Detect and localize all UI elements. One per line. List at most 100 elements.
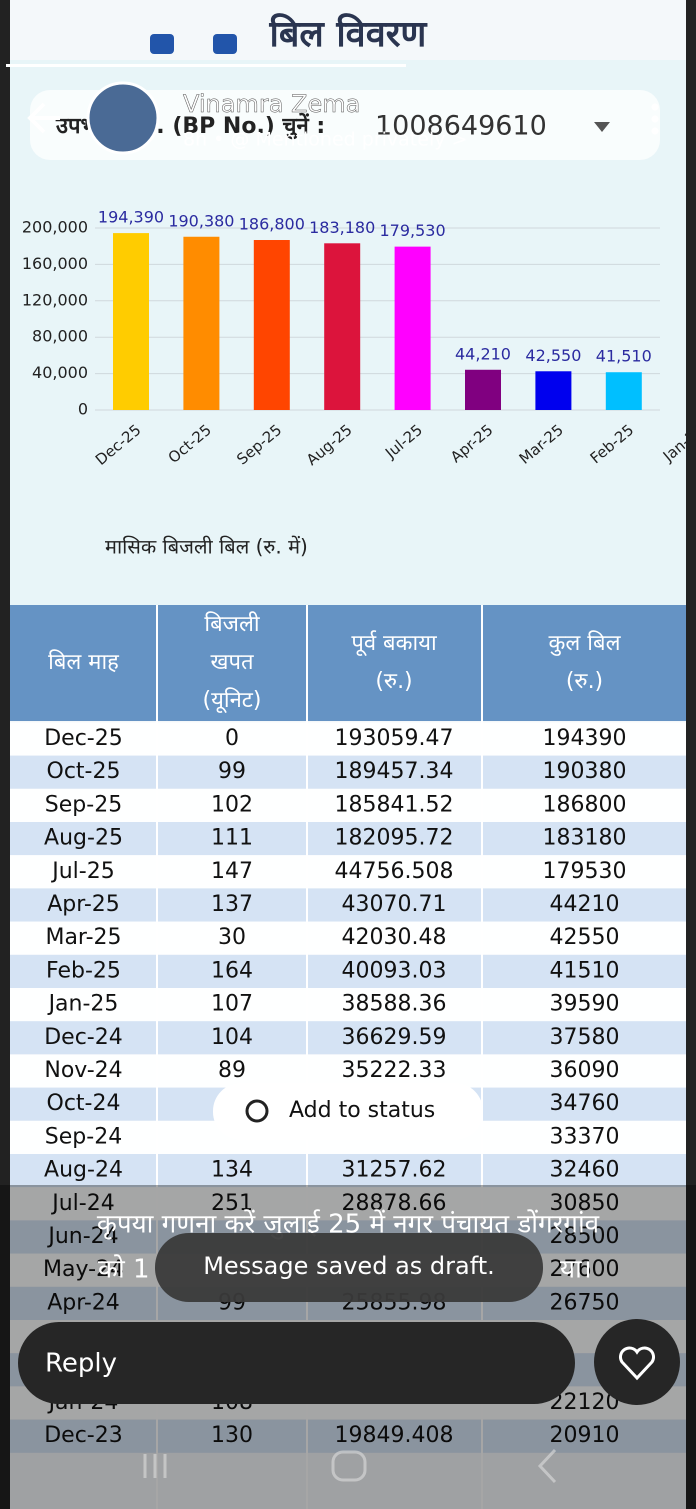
- add-status-label: Add to status: [289, 1098, 435, 1123]
- page-title: बिल विवरण: [269, 13, 429, 55]
- back-button[interactable]: [27, 102, 60, 134]
- table-cell: Aug-24: [44, 1158, 123, 1183]
- value-label: 44,210: [455, 344, 511, 363]
- table-cell: Jul-25: [50, 859, 114, 884]
- table-row: [10, 988, 686, 1022]
- bar: [535, 371, 572, 410]
- table-cell: 190380: [543, 759, 627, 784]
- table-row: [10, 1154, 686, 1188]
- table: बिल माह बिजली खपत (यूनिट) पूर्व बकाया (रु.) कु…: [10, 605, 686, 1509]
- icon: [150, 34, 174, 54]
- chart: 040,00080,000120,000160,000200,000Dec-25…: [22, 208, 696, 469]
- dropdown-arrow[interactable]: [594, 122, 610, 132]
- table-cell: 104: [211, 1025, 253, 1050]
- caption-end: या।: [560, 1255, 592, 1285]
- table-cell: 26750: [550, 1290, 620, 1315]
- table-row: [10, 954, 686, 988]
- table-cell: 30850: [550, 1191, 620, 1216]
- value-label: 179,530: [380, 221, 446, 240]
- table-cell: Aug-25: [44, 826, 123, 851]
- overlay: Add to status कृपया गणना करें जुलाई 25 म…: [18, 1083, 680, 1484]
- icon: [213, 34, 237, 54]
- avatar[interactable]: [86, 81, 160, 155]
- table-cell: Jul-24: [50, 1191, 114, 1216]
- table-cell: 179530: [543, 859, 627, 884]
- table-cell: 28500: [550, 1224, 620, 1249]
- table-row: [10, 1054, 686, 1088]
- table-cell: 102: [211, 792, 253, 817]
- table-row: [10, 722, 686, 756]
- header-cell: (रु.): [566, 669, 603, 694]
- like-button[interactable]: [594, 1319, 680, 1405]
- table-cell: 189457.34: [335, 759, 454, 784]
- table-cell: 193059.47: [335, 726, 454, 751]
- reply-bar[interactable]: [18, 1322, 575, 1404]
- table-row: [10, 1187, 686, 1221]
- menu-dot[interactable]: [651, 127, 659, 135]
- header-cell: खपत: [210, 650, 253, 675]
- table-cell: 36090: [550, 1058, 620, 1083]
- table-row: [10, 855, 686, 889]
- table-cell: 182095.72: [335, 826, 454, 851]
- bar: [113, 233, 149, 410]
- menu-dot[interactable]: [651, 103, 659, 111]
- header-cell: बिजली: [204, 611, 260, 637]
- value-label: 190,380: [168, 211, 234, 230]
- table-cell: 41510: [550, 958, 620, 983]
- table-row: [10, 755, 686, 789]
- table-cell: Dec-23: [44, 1423, 123, 1448]
- table-cell: 39590: [550, 992, 620, 1017]
- table-cell: Sep-25: [45, 792, 122, 817]
- value-label: 41,510: [596, 347, 652, 366]
- y-tick-label: 80,000: [32, 327, 88, 346]
- y-tick-label: 0: [78, 400, 88, 419]
- header-cell: (यूनिट): [203, 687, 262, 714]
- table-cell: 35222.33: [342, 1058, 447, 1083]
- table-cell: 28878.66: [342, 1191, 447, 1216]
- reply-label: Reply: [45, 1349, 117, 1379]
- table-cell: 99: [218, 759, 246, 784]
- table-cell: 137: [211, 892, 253, 917]
- header-cell: कुल बिल: [549, 630, 622, 656]
- header-cell: पूर्व बकाया: [351, 630, 437, 657]
- header-cell: बिल माह: [48, 649, 119, 675]
- toast: [155, 1233, 543, 1302]
- table-row: [10, 921, 686, 955]
- table-row: [10, 1419, 686, 1453]
- home-button[interactable]: [331, 1450, 367, 1482]
- table-cell: Oct-24: [47, 1091, 121, 1116]
- menu-dot[interactable]: [651, 115, 659, 123]
- table-cell: 134: [211, 1158, 253, 1183]
- nav-back[interactable]: [537, 1448, 557, 1484]
- bar: [324, 243, 361, 410]
- table-cell: Oct-25: [47, 759, 121, 784]
- add-status-button[interactable]: [213, 1083, 483, 1140]
- table-cell: 27600: [550, 1257, 620, 1282]
- table-cell: 130: [211, 1423, 253, 1448]
- table-cell: Mar-25: [45, 925, 121, 950]
- table-cell: 43070.71: [342, 892, 447, 917]
- bar: [394, 246, 431, 410]
- table-cell: Apr-24: [47, 1290, 120, 1315]
- nav-recents[interactable]: [143, 1454, 167, 1478]
- table-header-bg: [10, 605, 686, 721]
- story-meta: 8h • @ Mentioned privately >: [183, 129, 467, 151]
- table-cell: Nov-24: [44, 1058, 122, 1083]
- story-progress: [6, 64, 406, 67]
- table-cell: Jun-24: [46, 1224, 118, 1249]
- bar: [183, 236, 220, 410]
- table-cell: May-24: [43, 1257, 124, 1282]
- table-cell: 30: [218, 925, 246, 950]
- value-label: 186,800: [239, 215, 305, 234]
- table-cell: Sep-24: [45, 1124, 122, 1149]
- table-row: [10, 788, 686, 822]
- table-cell: 36629.59: [342, 1025, 447, 1050]
- table-cell: 20910: [550, 1423, 620, 1448]
- table-cell: 22120: [550, 1390, 620, 1415]
- table-cell: 107: [211, 992, 253, 1017]
- y-tick-label: 200,000: [22, 218, 88, 237]
- header-cell: (रु.): [375, 669, 412, 694]
- table-cell: 111: [211, 826, 253, 851]
